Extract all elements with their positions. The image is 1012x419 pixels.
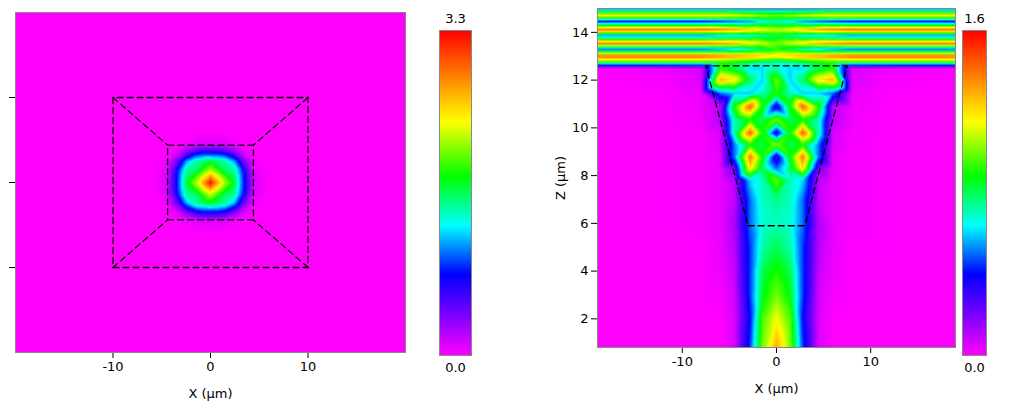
svg-text:X (µm): X (µm) [754, 381, 798, 396]
svg-text:12: 12 [572, 72, 589, 87]
svg-text:6: 6 [580, 216, 588, 231]
svg-text:0.0: 0.0 [445, 360, 466, 375]
svg-text:10: 10 [300, 359, 317, 374]
svg-text:X (µm): X (µm) [188, 386, 232, 401]
svg-text:-10: -10 [672, 354, 693, 369]
svg-text:3.3: 3.3 [445, 11, 466, 26]
svg-text:-10: -10 [102, 359, 123, 374]
svg-text:14: 14 [572, 25, 589, 40]
svg-text:8: 8 [580, 168, 588, 183]
svg-text:4: 4 [580, 263, 588, 278]
svg-text:10: 10 [862, 354, 879, 369]
svg-text:Z (µm): Z (µm) [553, 156, 568, 200]
svg-text:0: 0 [206, 359, 214, 374]
svg-text:0: 0 [772, 354, 780, 369]
svg-text:2: 2 [580, 311, 588, 326]
svg-text:0.0: 0.0 [964, 360, 985, 375]
svg-text:1.6: 1.6 [964, 11, 985, 26]
svg-text:10: 10 [572, 120, 589, 135]
